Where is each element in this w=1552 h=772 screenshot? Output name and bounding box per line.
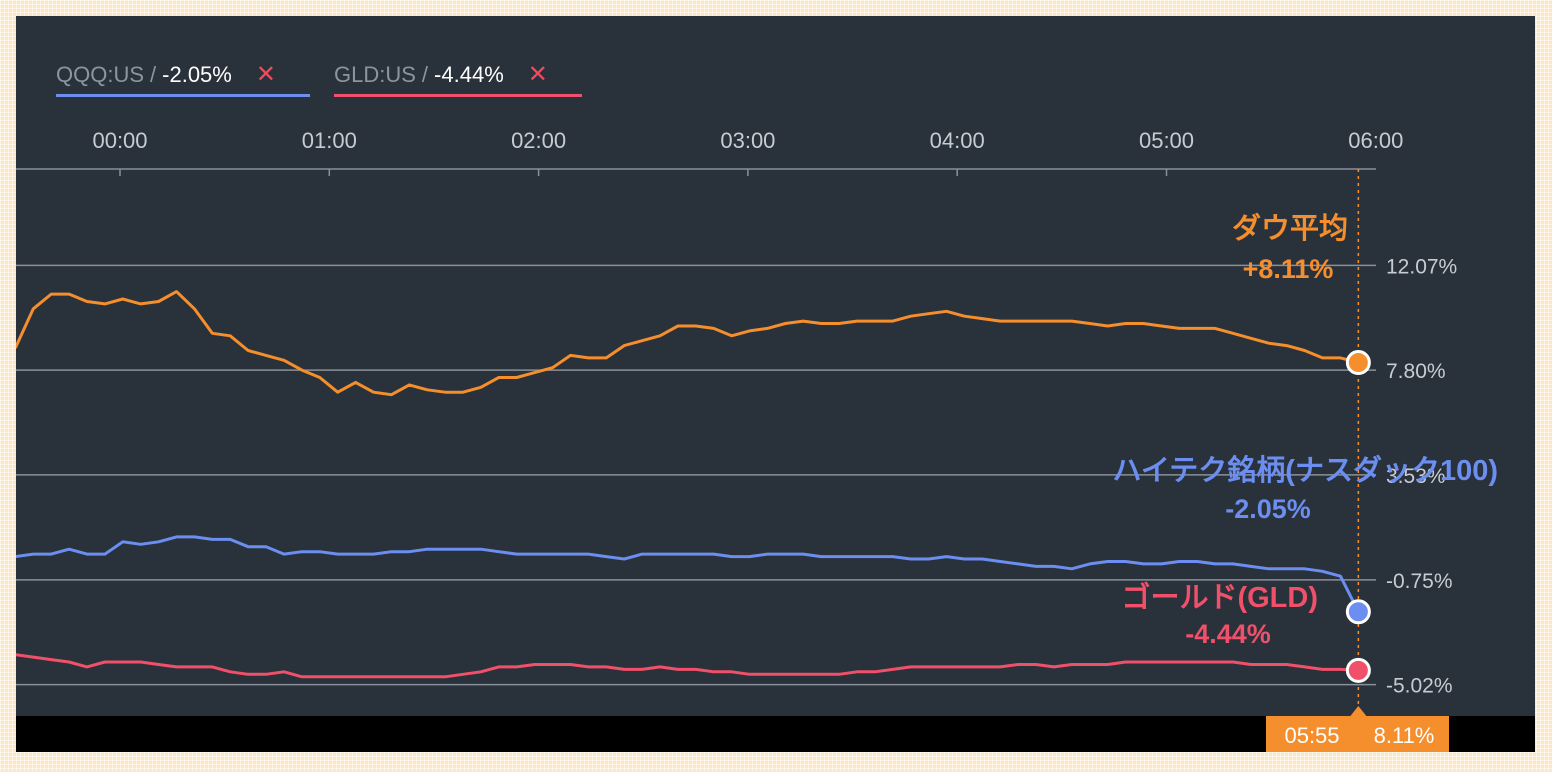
x-tick-label: 01:00	[302, 128, 357, 153]
tooltip-box	[1266, 716, 1449, 752]
legend-underline	[334, 94, 582, 97]
series-line-dow	[16, 290, 1359, 397]
series-label-nasdaq: ハイテク銘柄(ナスダック100)	[1112, 453, 1498, 487]
legend-value: -2.05%	[162, 62, 232, 87]
series-line-nasdaq	[16, 535, 1360, 613]
legend-item-qqq[interactable]: QQQ:US / -2.05% ✕	[56, 60, 310, 98]
series-value-dow: +8.11%	[1243, 254, 1334, 284]
x-tick-label: 06:00	[1348, 128, 1403, 153]
x-tick-label: 00:00	[92, 128, 147, 153]
tooltip-time: 05:55	[1284, 723, 1339, 748]
close-icon[interactable]: ✕	[255, 61, 276, 88]
series-line-gold	[16, 653, 1359, 679]
series-value-nasdaq: -2.05%	[1225, 494, 1311, 524]
y-tick-label: 3.53%	[1386, 465, 1446, 488]
y-tick-label: -5.02%	[1386, 675, 1453, 698]
legend-value: -4.44%	[434, 62, 504, 87]
tooltip-pointer	[1350, 706, 1367, 716]
line-chart: 00:00 01:00 02:00 03:00 04:00 05:00 06:00 12.07…	[16, 128, 1498, 752]
legend-symbol: GLD:US	[334, 62, 416, 87]
series-label-dow: ダウ平均	[1232, 211, 1348, 245]
y-tick-label: 12.07%	[1386, 255, 1457, 278]
series-label-gold: ゴールド(GLD)	[1121, 580, 1318, 614]
chart-panel: QQQ:US / -2.05% ✕ GLD:US / -4.44% ✕ 00:00 01:00…	[16, 16, 1535, 752]
legend-item-gld[interactable]: GLD:US / -4.44% ✕	[334, 60, 582, 98]
x-tick-label: 03:00	[720, 128, 775, 153]
series-end-marker-nasdaq	[1345, 599, 1371, 625]
legend-separator: /	[421, 62, 429, 87]
tooltip-value: 8.11%	[1374, 723, 1435, 748]
series-end-marker-gold	[1345, 657, 1371, 683]
close-icon[interactable]: ✕	[527, 61, 548, 88]
y-tick-label: -0.75%	[1386, 570, 1453, 593]
x-tick-label: 05:00	[1139, 128, 1194, 153]
legend-symbol: QQQ:US	[56, 62, 145, 87]
x-tick-label: 04:00	[930, 128, 985, 153]
series-value-gold: -4.44%	[1185, 619, 1271, 649]
x-tick-label: 02:00	[511, 128, 566, 153]
legend-separator: /	[150, 62, 157, 87]
y-tick-label: 7.80%	[1386, 360, 1446, 383]
series-end-marker-dow	[1345, 350, 1371, 376]
legend-underline	[56, 94, 310, 97]
